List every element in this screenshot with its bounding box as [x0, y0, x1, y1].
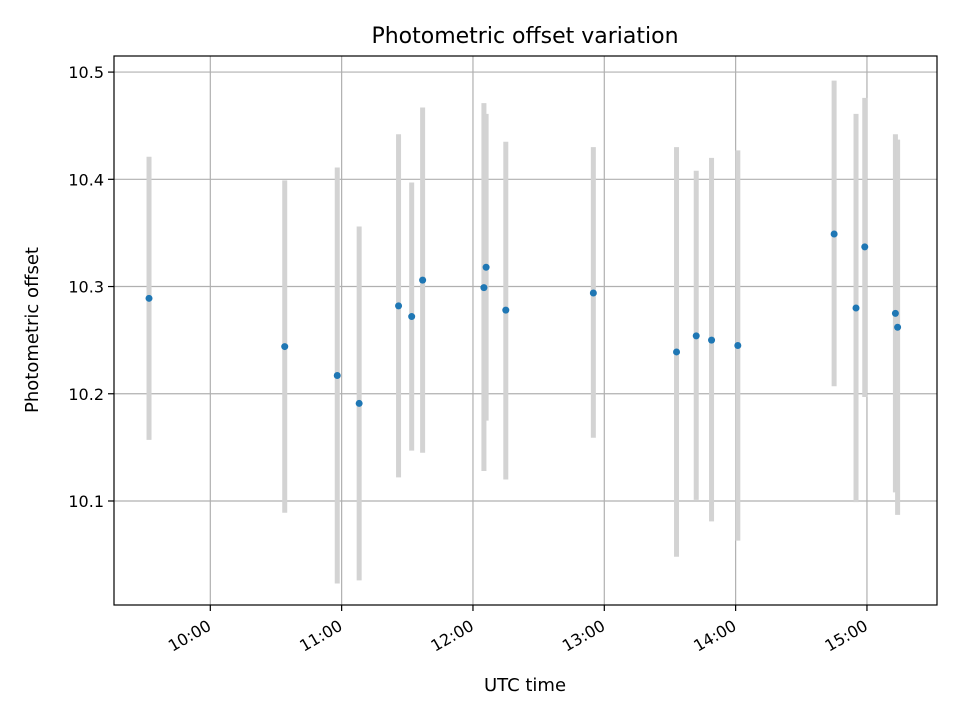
data-point — [419, 276, 427, 284]
data-point — [852, 304, 860, 312]
y-axis-ticks: 10.1 10.2 10.3 10.4 10.5 — [68, 63, 114, 511]
x-tick-label: 15:00 — [822, 616, 871, 656]
plot-frame — [113, 55, 938, 606]
y-tick-label: 10.2 — [68, 385, 104, 404]
y-tick-label: 10.4 — [68, 170, 104, 189]
chart-title: Photometric offset variation — [371, 24, 678, 49]
y-tick-label: 10.1 — [68, 492, 104, 511]
error-bars — [146, 80, 901, 584]
data-point — [395, 302, 403, 310]
x-axis-ticks: 10:00 11:00 12:00 13:00 14:00 15:00 — [165, 605, 871, 656]
y-axis-label: Photometric offset — [22, 247, 43, 413]
data-point — [891, 309, 899, 317]
data-point — [830, 230, 838, 238]
x-tick-label: 14:00 — [690, 616, 739, 656]
data-point — [894, 323, 902, 331]
data-point — [482, 263, 490, 271]
data-point — [480, 284, 488, 292]
data-point — [673, 348, 681, 356]
x-tick-label: 12:00 — [428, 616, 477, 656]
x-tick-label: 13:00 — [559, 616, 608, 656]
data-points — [145, 230, 902, 407]
data-point — [589, 289, 597, 297]
data-point — [355, 399, 363, 407]
x-tick-label: 10:00 — [165, 616, 214, 656]
x-axis-label: UTC time — [484, 675, 566, 696]
data-point — [408, 313, 416, 321]
data-point — [281, 343, 289, 351]
y-tick-label: 10.5 — [68, 63, 104, 82]
data-point — [861, 243, 869, 251]
data-point — [692, 332, 700, 340]
data-point — [708, 336, 716, 344]
data-point — [502, 306, 510, 314]
y-tick-label: 10.3 — [68, 278, 104, 297]
grid — [114, 56, 937, 605]
data-point — [145, 294, 153, 302]
data-point — [333, 372, 341, 380]
data-point — [734, 342, 742, 350]
x-tick-label: 11:00 — [296, 616, 345, 656]
